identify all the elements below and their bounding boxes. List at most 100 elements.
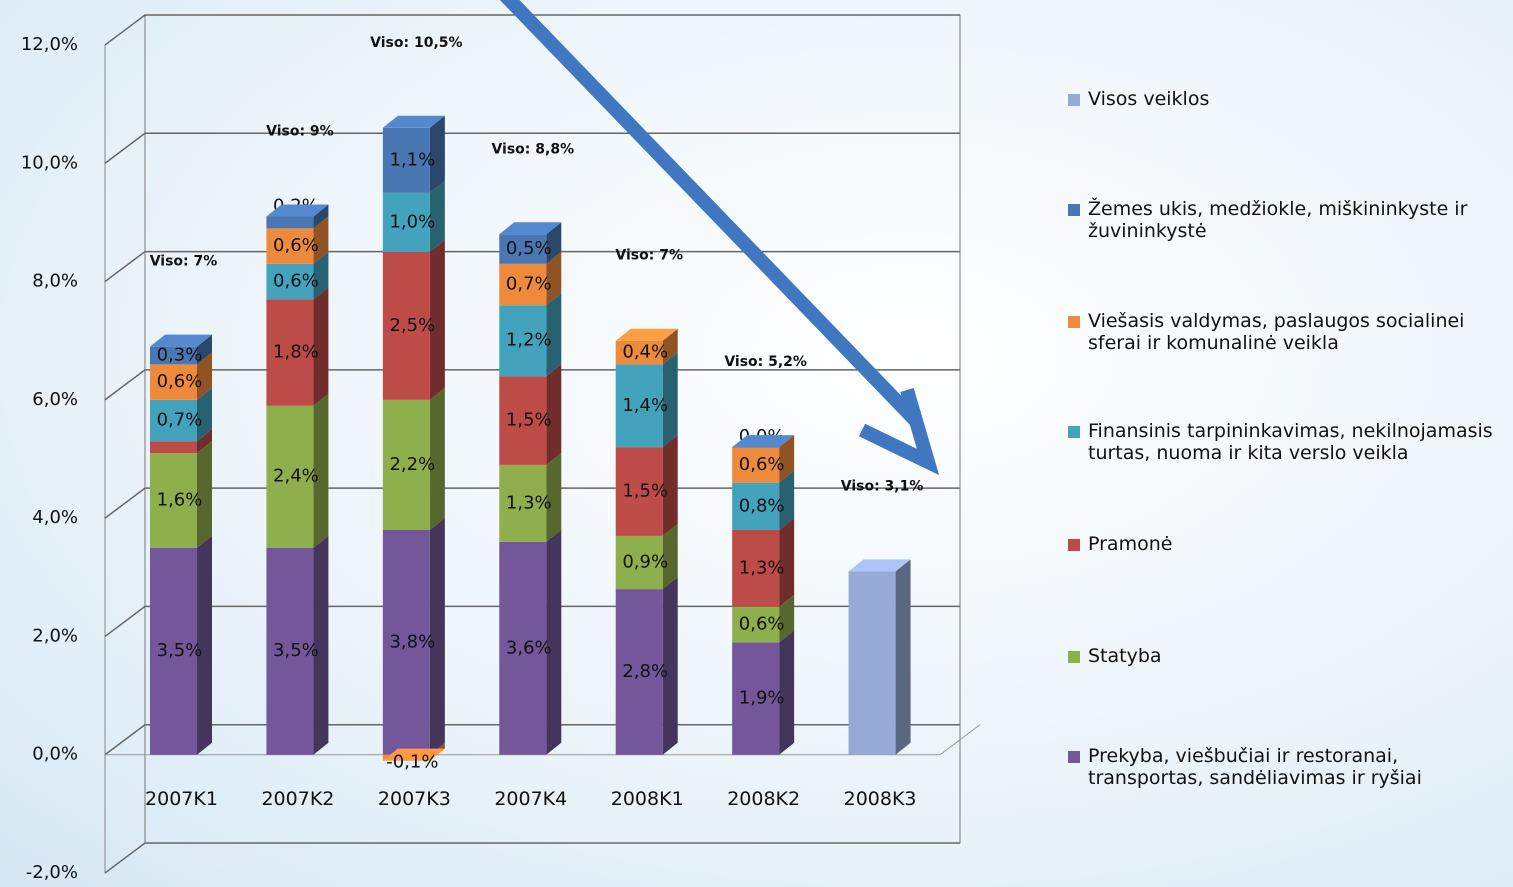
data-label: 1,9%	[739, 688, 785, 709]
bar-top	[382, 115, 445, 128]
bar-side	[779, 517, 795, 607]
bar	[150, 441, 197, 454]
bar-side	[429, 387, 445, 530]
total-annotation: Viso: 3,1%	[841, 478, 924, 494]
bar	[150, 547, 197, 755]
grid-line	[104, 487, 960, 519]
bar	[382, 252, 430, 400]
bar-side	[779, 435, 795, 483]
bar	[499, 234, 547, 264]
legend-label: Viešasis valdymas, paslaugos socialinei …	[1088, 310, 1465, 354]
legend-label: Prekyba, viešbučiai ir restoranai, trans…	[1088, 745, 1422, 789]
data-label: 2,5%	[389, 315, 435, 336]
x-tick-label: 2007K3	[378, 788, 451, 810]
bar-top	[266, 204, 329, 217]
grid-line	[104, 369, 960, 401]
bar	[150, 399, 197, 442]
y-tick-label: 8,0%	[32, 271, 78, 292]
y-tick-label: -2,0%	[26, 862, 78, 883]
legend-swatch	[1068, 316, 1080, 328]
bar-side	[313, 216, 329, 264]
y-tick-label: 6,0%	[32, 389, 78, 410]
bar	[266, 263, 314, 300]
data-label: 0,9%	[622, 552, 668, 573]
bar-side	[895, 559, 911, 755]
bar	[266, 547, 314, 755]
bar-side	[197, 535, 212, 755]
x-tick-label: 2007K4	[494, 788, 567, 810]
bar	[615, 535, 663, 590]
data-label: 2,2%	[389, 454, 435, 475]
data-label: 2,8%	[622, 661, 668, 682]
bar	[499, 305, 547, 377]
data-label: 3,5%	[157, 640, 203, 661]
y-tick-label: 12,0%	[21, 34, 78, 55]
data-label: 1,3%	[739, 557, 785, 578]
bar-side	[662, 577, 678, 755]
bar-side	[313, 251, 329, 300]
data-label: 0,6%	[739, 454, 785, 475]
grid-line	[104, 605, 960, 638]
bar-side	[662, 435, 678, 536]
bar	[382, 127, 430, 193]
bar-top	[382, 748, 445, 761]
legend-label: Statyba	[1088, 645, 1162, 667]
bar	[150, 364, 197, 400]
data-label: 0,7%	[157, 410, 203, 431]
legend-label: Visos veiklos	[1088, 88, 1210, 110]
bar-side	[197, 441, 212, 548]
legend-item: Žemes ukis, medžiokle, miškininkyste ir …	[1068, 198, 1508, 242]
data-label: 0,7%	[506, 274, 552, 295]
bar-side	[197, 334, 212, 365]
bar-side	[197, 429, 212, 454]
data-label: 1,3%	[506, 492, 552, 513]
bar	[848, 571, 896, 755]
bar-side	[429, 240, 445, 400]
y-tick-label: 0,0%	[32, 744, 78, 765]
bar	[499, 464, 547, 542]
data-label: 0,6%	[273, 271, 319, 292]
bar	[732, 447, 780, 483]
data-label: 1,8%	[273, 342, 319, 363]
grid-line	[104, 250, 960, 283]
data-label: -0,1%	[386, 752, 438, 773]
grid-line	[104, 842, 960, 874]
y-tick-label: 2,0%	[32, 625, 78, 646]
legend-item: Statyba	[1068, 645, 1508, 667]
total-annotation: Viso: 8,8%	[491, 141, 574, 157]
bar-side	[429, 115, 445, 193]
x-tick-label: 2007K2	[261, 788, 334, 810]
data-label: 0,3%	[157, 345, 203, 366]
legend-label: Finansinis tarpininkavimas, nekilnojamas…	[1088, 420, 1493, 464]
bar	[382, 192, 430, 252]
bar	[266, 216, 314, 229]
bar	[499, 541, 547, 755]
bar	[732, 606, 780, 643]
legend-swatch	[1068, 426, 1080, 438]
bar-side	[197, 387, 212, 442]
bar-side	[546, 293, 562, 377]
bar	[732, 482, 780, 530]
data-label: 3,8%	[389, 631, 435, 652]
total-annotation: Viso: 9%	[266, 124, 334, 140]
bar-side	[662, 352, 678, 448]
bar-side	[429, 517, 445, 755]
legend-swatch	[1068, 94, 1080, 106]
legend-swatch	[1068, 539, 1080, 551]
bar-side	[662, 328, 678, 365]
x-tick-label: 2008K1	[611, 788, 684, 810]
bar-side	[546, 251, 562, 306]
bar-top	[499, 222, 562, 235]
y-tick-label: 10,0%	[21, 152, 78, 173]
bar	[150, 346, 197, 365]
data-label: 2,4%	[273, 466, 319, 487]
bar-side	[313, 535, 329, 755]
bar-side	[779, 630, 795, 755]
bar	[382, 529, 430, 755]
legend-item: Viešasis valdymas, paslaugos socialinei …	[1068, 310, 1508, 354]
data-label: 3,6%	[506, 637, 552, 658]
data-label: 0,5%	[506, 238, 552, 259]
bar-side	[546, 364, 562, 465]
grid-line	[104, 132, 960, 164]
data-label: 1,5%	[622, 481, 668, 502]
